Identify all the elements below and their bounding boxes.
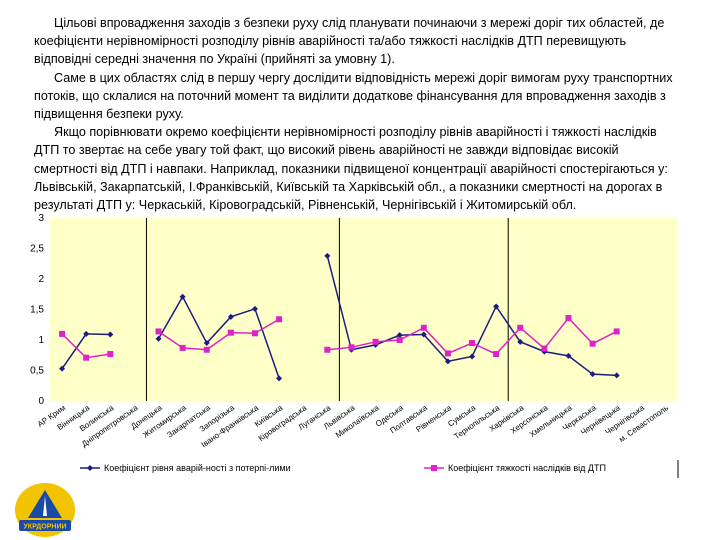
group-separators xyxy=(145,218,509,401)
series-point-accident xyxy=(59,365,66,372)
series-point-accident xyxy=(179,293,186,300)
logo-text: УКРДОРНИИ xyxy=(23,524,66,531)
series-point-accident xyxy=(83,330,90,337)
series-point-accident xyxy=(493,303,500,310)
series-point-accident xyxy=(517,338,524,345)
series-point-accident xyxy=(227,313,234,320)
series-line-1 xyxy=(158,318,280,351)
y-tick-label: 1 xyxy=(38,335,44,346)
series-point-severity xyxy=(227,329,234,336)
series-point-accident xyxy=(203,340,210,347)
legend: Коефіцієнт рівня аварій-ності з потерпі-… xyxy=(80,460,679,478)
legend-label-severity: Коефіцієнт тяжкості наслідків від ДТП xyxy=(448,463,606,473)
series-point-severity xyxy=(155,328,162,335)
y-tick-label: 3 xyxy=(38,213,44,224)
series-point-accident xyxy=(276,375,283,382)
series-point-severity xyxy=(493,351,500,358)
y-tick-label: 0 xyxy=(38,396,44,407)
series-point-accident xyxy=(444,358,451,365)
series-point-accident xyxy=(251,305,258,312)
series-point-severity xyxy=(179,344,186,351)
y-tick-label: 2,5 xyxy=(30,244,44,255)
paragraph-3: Якщо порівнювати окремо коефіцієнти нері… xyxy=(34,125,668,213)
series-point-severity xyxy=(517,324,524,331)
series-point-accident xyxy=(324,252,331,259)
series-point-accident xyxy=(155,335,162,342)
legend-marker-accident xyxy=(87,465,93,471)
series-line-0 xyxy=(157,295,280,379)
logo-banner xyxy=(19,520,71,531)
series-point-severity xyxy=(396,337,403,343)
series-point-accident xyxy=(396,332,403,339)
series-point-accident xyxy=(107,331,114,338)
series-point-accident xyxy=(613,372,620,379)
series-point-accident xyxy=(589,371,596,378)
x-axis-labels: АР КримВінницькаВолинськаДніпропетровськ… xyxy=(36,403,670,449)
series-point-severity xyxy=(324,346,331,353)
series-point-severity xyxy=(372,338,379,345)
series-point-accident xyxy=(469,353,476,360)
series-point-severity xyxy=(59,330,66,337)
series-point-severity xyxy=(348,344,355,351)
legend-label-accident: Коефіцієнт рівня аварій-ності з потерпі-… xyxy=(104,463,291,473)
y-tick-label: 1,5 xyxy=(30,305,44,316)
paragraph-1: Цільові впровадження заходів з безпеки р… xyxy=(34,16,665,67)
series-point-severity xyxy=(203,346,210,353)
series-point-accident xyxy=(565,352,572,359)
legend-marker-severity xyxy=(431,465,437,471)
series-point-accident xyxy=(420,331,427,338)
text-block: Цільові впровадження заходів з безпеки р… xyxy=(34,14,684,214)
y-tick-label: 2 xyxy=(38,274,44,285)
series-point-severity xyxy=(469,340,476,347)
y-axis: 0 0,5 1 1,5 2 2,5 3 xyxy=(30,213,44,407)
series-point-severity xyxy=(276,316,283,323)
series-point-severity xyxy=(444,350,451,357)
series-layer xyxy=(59,252,620,382)
series-point-severity xyxy=(420,324,427,331)
series-point-severity xyxy=(589,340,596,347)
institute-logo: УКРДОРНИИ xyxy=(15,483,75,537)
series-point-severity xyxy=(107,351,114,358)
y-tick-label: 0,5 xyxy=(30,366,44,377)
series-point-severity xyxy=(83,354,90,361)
plot-area xyxy=(50,218,677,401)
series-point-severity xyxy=(613,328,620,335)
series-point-severity xyxy=(251,330,258,337)
logo-road-line-icon xyxy=(43,496,47,516)
series-point-severity xyxy=(565,315,572,322)
paragraph-2: Саме в цих областях слід в першу чергу д… xyxy=(34,70,673,122)
series-point-severity xyxy=(541,345,548,352)
